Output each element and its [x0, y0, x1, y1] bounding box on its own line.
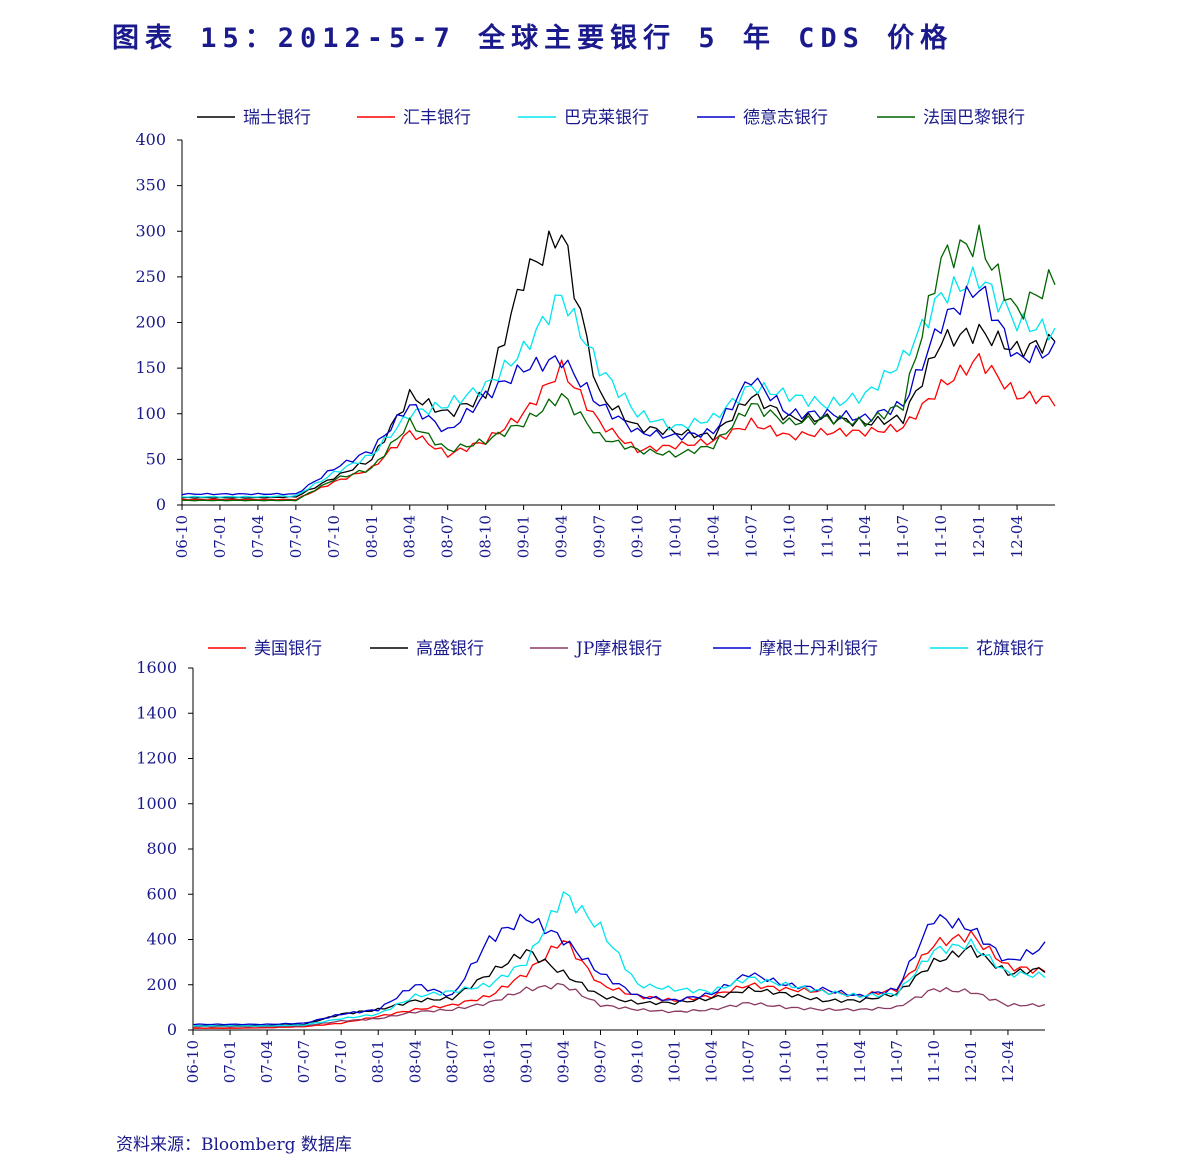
y-tick-label: 350 — [135, 176, 166, 195]
series-line-1 — [181, 230, 1056, 499]
x-tick-label: 10-04 — [703, 1040, 721, 1083]
y-tick-label: 800 — [146, 839, 177, 858]
x-tick-label: 10-10 — [780, 515, 798, 558]
legend-label: 瑞士银行 — [243, 108, 311, 128]
legend-label: 摩根士丹利银行 — [759, 639, 878, 659]
legend-item: 花旗银行 — [930, 639, 1044, 659]
y-tick-label: 1600 — [136, 658, 177, 677]
legend-label: 美国银行 — [254, 639, 322, 659]
x-tick-label: 11-07 — [894, 515, 912, 558]
x-tick-label: 12-04 — [1008, 515, 1026, 558]
x-tick-label: 06-10 — [184, 1040, 202, 1083]
legend-label: 法国巴黎银行 — [923, 108, 1025, 128]
x-tick-label: 08-01 — [363, 515, 381, 558]
x-tick-label: 07-07 — [287, 515, 305, 558]
y-tick-label: 0 — [167, 1020, 177, 1039]
x-tick-label: 09-10 — [629, 1040, 647, 1083]
x-tick-label: 07-10 — [325, 515, 343, 558]
x-tick-label: 08-04 — [401, 515, 419, 558]
legend-item: JP摩根银行 — [530, 639, 662, 659]
series-line-2 — [192, 944, 1046, 1027]
x-tick-label: 09-04 — [553, 515, 571, 558]
legend-label: 高盛银行 — [416, 639, 484, 659]
x-tick-label: 10-07 — [740, 1040, 758, 1083]
series-line-3 — [193, 982, 1046, 1028]
legend-item: 汇丰银行 — [357, 108, 471, 128]
x-tick-label: 07-01 — [211, 515, 229, 558]
x-tick-label: 11-10 — [925, 1040, 943, 1083]
series-line-5 — [193, 891, 1046, 1027]
y-tick-label: 250 — [135, 267, 166, 286]
legend-item: 高盛银行 — [370, 639, 484, 659]
x-tick-label: 09-01 — [515, 515, 533, 558]
y-tick-label: 100 — [135, 404, 166, 423]
y-tick-label: 150 — [135, 358, 166, 377]
x-tick-label: 11-10 — [932, 515, 950, 558]
x-tick-label: 09-07 — [591, 1040, 609, 1083]
chart-europe-cds: 0 50 100 150 200 250 300 350 400 06-10 07-01 07-04 0… — [135, 108, 1056, 558]
legend-label: 巴克莱银行 — [564, 108, 649, 128]
x-tick-label: 07-01 — [221, 1040, 239, 1083]
x-tick-label: 08-04 — [406, 1040, 424, 1083]
y-tick-label: 600 — [146, 884, 177, 903]
x-tick-label: 07-10 — [332, 1040, 350, 1083]
series-line-2 — [181, 352, 1056, 501]
series-line-4 — [192, 913, 1046, 1026]
x-tick-label: 10-04 — [704, 515, 722, 558]
y-tick-label: 400 — [146, 930, 177, 949]
x-tick-label: 11-04 — [856, 515, 874, 558]
y-tick-label: 1000 — [136, 794, 177, 813]
x-tick-label: 11-01 — [818, 515, 836, 558]
x-tick-label: 09-01 — [517, 1040, 535, 1083]
x-tick-label: 10-01 — [666, 515, 684, 558]
x-tick-label: 09-07 — [591, 515, 609, 558]
legend-item: 巴克莱银行 — [518, 108, 649, 128]
x-tick-label: 11-01 — [814, 1040, 832, 1083]
y-tick-label: 200 — [146, 975, 177, 994]
x-tick-label: 06-10 — [173, 515, 191, 558]
x-tick-label: 08-01 — [369, 1040, 387, 1083]
chart-us-cds: 0 200 400 600 800 1000 1200 1400 1600 06-10 07-01 0… — [136, 639, 1046, 1083]
x-tick-label: 11-04 — [851, 1040, 869, 1083]
x-tick-label: 08-07 — [443, 1040, 461, 1083]
x-tick-label: 08-10 — [477, 515, 495, 558]
legend-item: 摩根士丹利银行 — [713, 639, 878, 659]
legend-item: 德意志银行 — [697, 108, 828, 128]
series-line-4 — [181, 285, 1056, 496]
legend-item: 美国银行 — [208, 639, 322, 659]
legend-item: 瑞士银行 — [197, 108, 311, 128]
y-tick-label: 400 — [135, 130, 166, 149]
x-tick-label: 10-10 — [777, 1040, 795, 1083]
series-line-5 — [181, 224, 1056, 502]
series-line-1 — [192, 930, 1046, 1029]
x-tick-label: 12-01 — [970, 515, 988, 558]
legend-item: 法国巴黎银行 — [877, 108, 1025, 128]
x-tick-label: 09-10 — [628, 515, 646, 558]
series-line-3 — [181, 266, 1056, 498]
x-tick-label: 07-07 — [295, 1040, 313, 1083]
x-tick-label: 10-01 — [666, 1040, 684, 1083]
y-tick-label: 1400 — [136, 703, 177, 722]
y-tick-label: 50 — [146, 449, 166, 468]
legend-label: 花旗银行 — [976, 639, 1044, 659]
legend-label: 德意志银行 — [743, 108, 828, 128]
y-tick-label: 200 — [135, 313, 166, 332]
x-tick-label: 09-04 — [554, 1040, 572, 1083]
x-tick-label: 07-04 — [249, 515, 267, 558]
x-tick-label: 10-07 — [742, 515, 760, 558]
y-tick-label: 1200 — [136, 749, 177, 768]
x-tick-label: 08-07 — [439, 515, 457, 558]
x-tick-label: 12-01 — [962, 1040, 980, 1083]
y-tick-label: 0 — [156, 495, 166, 514]
x-tick-label: 07-04 — [258, 1040, 276, 1083]
source-note: 资料来源：Bloomberg 数据库 — [116, 1135, 352, 1155]
legend-label: JP摩根银行 — [574, 639, 662, 659]
x-tick-label: 12-04 — [999, 1040, 1017, 1083]
x-tick-label: 08-10 — [480, 1040, 498, 1083]
legend-label: 汇丰银行 — [403, 108, 471, 128]
figure-title: 图表 15：2012-5-7 全球主要银行 5 年 CDS 价格 — [112, 23, 954, 54]
y-tick-label: 300 — [135, 221, 166, 240]
x-tick-label: 11-07 — [888, 1040, 906, 1083]
